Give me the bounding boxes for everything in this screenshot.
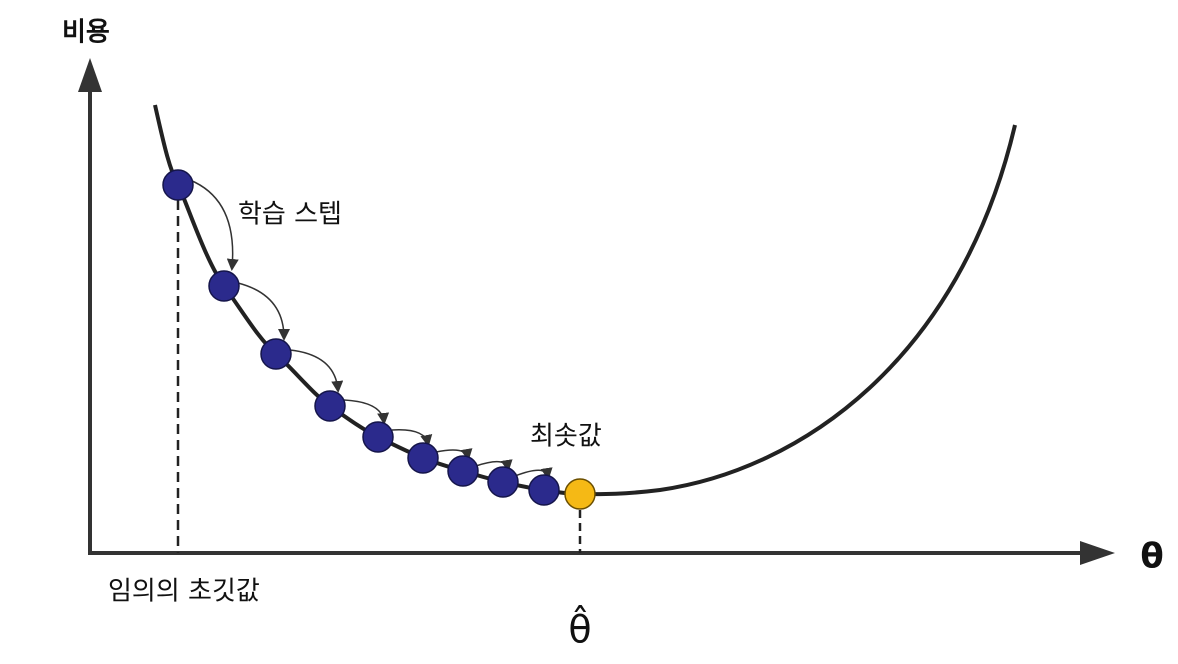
x-axis-arrow [1080,541,1115,565]
step-point [362,421,394,453]
step-point [260,338,292,370]
minimum-label: 최솟값 [530,422,602,452]
step-arrow [343,399,390,425]
step-point [162,169,194,201]
minimum-point [564,478,596,510]
steps-label: 학습 스텝 [238,200,342,230]
step-points [162,169,560,506]
step-point [487,466,519,498]
step-point [528,474,560,506]
y-axis-arrow [78,58,102,92]
y-axis-label: 비용 [62,18,110,48]
step-arrow [391,429,433,447]
initial-label: 임의의 초깃값 [108,577,260,607]
x-axis-label: θ [1140,537,1163,577]
step-point [314,390,346,422]
step-arrow [237,282,290,341]
step-arrow [189,179,239,271]
step-point [208,270,240,302]
axes [78,58,1115,565]
step-point [447,455,479,487]
optimum-label: θ̂ [568,606,591,652]
step-arrow [289,349,344,393]
step-point [407,442,439,474]
